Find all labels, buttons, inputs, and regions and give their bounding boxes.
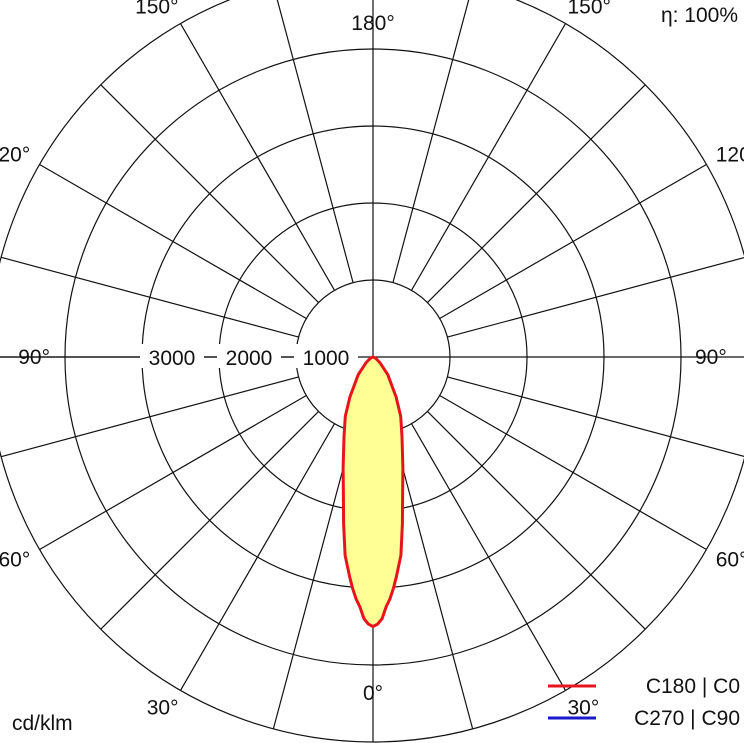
angle-label-right-150: 150° [568, 0, 611, 18]
angle-label-left-120: 120° [0, 144, 30, 167]
angle-label-left-90: 90° [18, 346, 50, 369]
efficiency-label: η: 100% [661, 4, 738, 27]
grid-radial-left-120 [39, 163, 307, 320]
grid-radial-left-30 [179, 423, 336, 691]
grid-radial-left-135 [100, 84, 319, 303]
grid-radial-right-15 [392, 431, 474, 730]
grid-radial-left-105 [0, 256, 299, 338]
grid-radial-right-135 [427, 84, 646, 303]
angle-label-left-0: 0° [363, 682, 383, 705]
angle-label-right-120: 120° [716, 144, 744, 167]
ring-label-bg-2000 [217, 344, 281, 368]
grid-radial-left-60 [39, 394, 307, 551]
grid-radial-right-150 [410, 23, 567, 291]
series-curve-0 [341, 355, 405, 628]
legend-label-c270-c90: C270 | C90 [634, 707, 740, 730]
angle-label-right-30: 30° [568, 697, 600, 720]
grid-radial-right-120 [439, 163, 707, 320]
angle-label-left-150: 150° [135, 0, 178, 18]
angle-label-left-60: 60° [0, 549, 30, 572]
grid-radial-left-165 [276, 0, 354, 283]
series-layer [341, 355, 405, 628]
grid-radial-right-60 [439, 394, 707, 551]
legend: C180 | C0 C270 | C90 [548, 675, 740, 730]
legend-label-c180-c0: C180 | C0 [646, 675, 740, 698]
grid-radial-right-45 [427, 411, 646, 630]
grid-radial-left-150 [179, 23, 336, 291]
angle-label-right-60: 60° [716, 549, 744, 572]
grid-radial-right-105 [447, 256, 744, 338]
grid-radial-right-30 [410, 423, 567, 691]
grid-radial-left-45 [100, 411, 319, 630]
grid-radial-left-15 [272, 431, 354, 730]
grid-radial-left-75 [0, 376, 299, 458]
ring-label-3000: 3000 [149, 347, 196, 370]
axis-labels: 180° 150° 120° 90° 60° 30° 0° 150° 120° 90° 60° 30°… [0, 0, 744, 720]
angle-label-right-90: 90° [695, 346, 727, 369]
angle-label-left-30: 30° [147, 697, 179, 720]
angle-label-left-180: 180° [351, 12, 394, 35]
ring-label-bg-3000 [140, 344, 204, 368]
ring-label-bg-1000 [294, 344, 358, 368]
ring-label-1000: 1000 [303, 347, 350, 370]
grid-radial-right-165 [392, 0, 470, 283]
grid-radial-right-75 [447, 376, 744, 458]
ring-label-2000: 2000 [226, 347, 273, 370]
unit-label: cd/klm [12, 712, 73, 735]
